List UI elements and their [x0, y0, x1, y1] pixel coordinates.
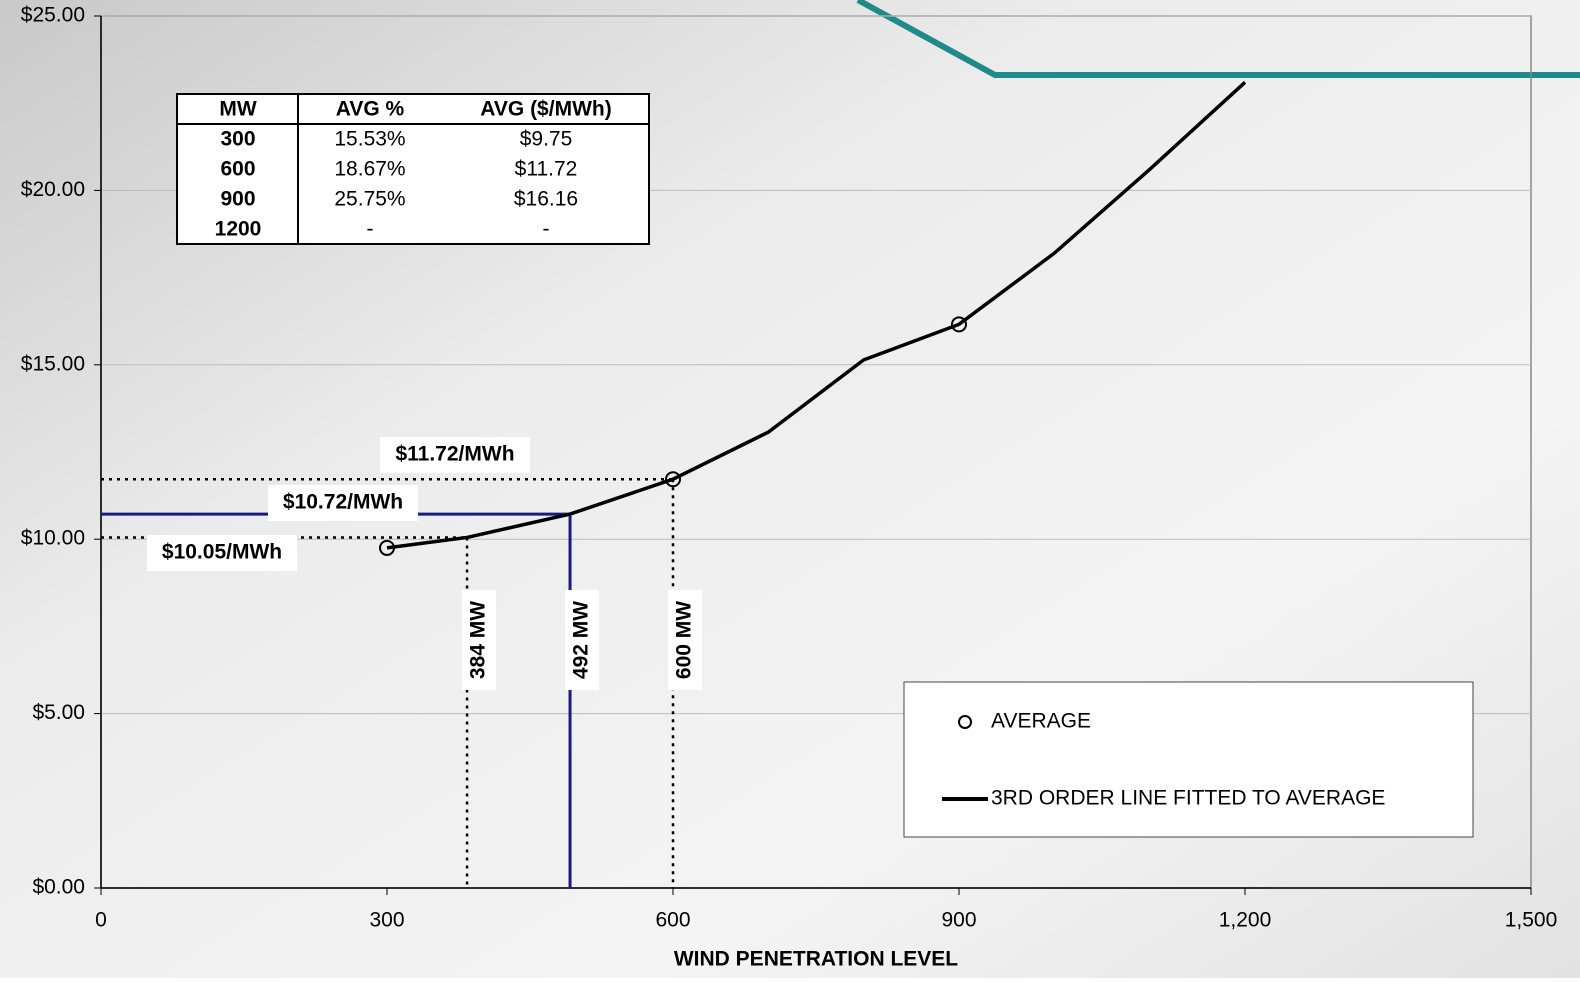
table-header: AVG %: [336, 98, 405, 121]
table-header: MW: [219, 98, 256, 121]
legend-box: [903, 681, 1474, 838]
y-tick-label: $10.00: [21, 527, 85, 550]
x-tick-label: 900: [941, 909, 976, 932]
y-tick-label: $20.00: [21, 178, 85, 201]
table-cell: -: [543, 218, 550, 241]
y-tick-label: $5.00: [32, 701, 85, 724]
reference-label: 600 MW: [673, 601, 696, 679]
table-box: [176, 93, 650, 245]
table-cell: $11.72: [515, 158, 578, 181]
table-cell: -: [367, 218, 374, 241]
table-cell: 15.53%: [334, 128, 405, 151]
reference-label: 384 MW: [467, 601, 490, 679]
label-box: [565, 590, 600, 690]
table-header: AVG ($/MWh): [480, 98, 611, 121]
label-box: [668, 590, 702, 690]
y-tick-label: $0.00: [32, 876, 85, 899]
table-cell: 25.75%: [334, 188, 405, 211]
data-point: [379, 539, 395, 556]
reference-label: 492 MW: [570, 601, 593, 679]
x-tick-label: 1,200: [1219, 909, 1272, 932]
x-tick-label: 300: [369, 909, 404, 932]
data-point: [951, 316, 967, 333]
label-box: [268, 485, 418, 521]
legend-label: 3RD ORDER LINE FITTED TO AVERAGE: [991, 787, 1385, 810]
label-box: [380, 437, 530, 473]
table-cell: $9.75: [520, 128, 573, 151]
y-tick-label: $25.00: [21, 4, 85, 27]
table-cell: $16.16: [514, 188, 578, 211]
x-tick-label: 1,500: [1505, 909, 1558, 932]
x-tick-label: 0: [95, 909, 107, 932]
decoration: [856, 0, 1580, 78]
reference-label: $10.05/MWh: [162, 541, 282, 564]
legend-label: AVERAGE: [991, 710, 1091, 733]
table-cell: 900: [220, 188, 255, 211]
fit-line: [386, 80, 1247, 550]
table-cell: 18.67%: [334, 158, 405, 181]
x-tick-label: 600: [655, 909, 690, 932]
table-cell: 1200: [215, 218, 262, 241]
legend-marker: [958, 715, 972, 729]
y-tick-label: $15.00: [21, 352, 85, 375]
label-box: [147, 535, 297, 571]
data-point: [665, 471, 681, 488]
table-cell: 300: [220, 128, 255, 151]
table-cell: 600: [220, 158, 255, 181]
x-axis-title: WIND PENETRATION LEVEL: [674, 948, 958, 971]
label-box: [462, 590, 497, 690]
reference-label: $10.72/MWh: [283, 491, 403, 514]
reference-label: $11.72/MWh: [395, 443, 514, 466]
